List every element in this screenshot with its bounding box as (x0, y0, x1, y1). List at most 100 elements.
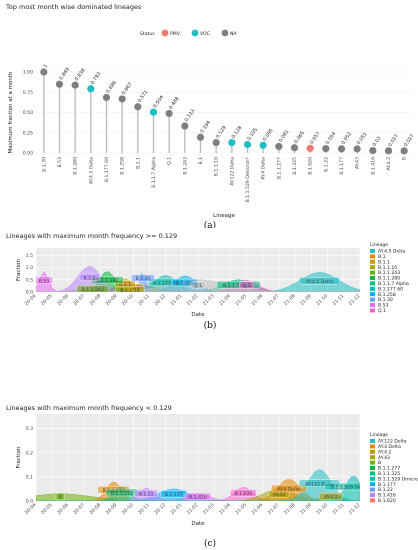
lollipop-dot (353, 145, 361, 153)
lollipop-point: 0.793 AY.4.5 Delta (87, 71, 102, 184)
svg-text:B.1.258: B.1.258 (176, 281, 194, 287)
svg-text:AY.43: AY.43 (273, 492, 285, 498)
svg-text:B.1.1: B.1.1 (83, 275, 95, 281)
legend-label: PMV (170, 31, 181, 37)
lollipop-point: 0.027 AY.4.2 (384, 133, 400, 170)
lollipop-chart: Top most month wise dominated lineages St… (5, 3, 416, 228)
value-label: 1 (43, 63, 50, 69)
caption: (a) (204, 220, 216, 228)
series-tag: AY.4.5 Delta (298, 277, 341, 285)
x-tick-label: B (402, 157, 408, 160)
value-label: 0.849 (58, 67, 71, 82)
series-tag: B.1.620 (230, 489, 257, 497)
value-label: 0.129 (215, 125, 228, 140)
x-tick-label: 21-11 (332, 502, 346, 516)
legend-label: AY.4.2 (378, 449, 392, 455)
legend-label: B.1.1.280 (378, 276, 400, 282)
lollipop-point: 0.054 B.1.22 (322, 131, 337, 172)
legend-label: B.1.177 (378, 482, 396, 488)
x-tick-label: 21-03 (202, 502, 216, 516)
x-tick-label: 20-09 (105, 502, 119, 516)
lollipop-dot (149, 108, 158, 116)
caption: (c) (204, 538, 216, 549)
svg-text:AY.4.2: AY.4.2 (324, 495, 338, 501)
legend-swatch (370, 297, 375, 302)
series-area (36, 493, 360, 501)
value-label: 0.027 (387, 133, 400, 148)
legend-label: B.1.1.243 (378, 270, 400, 276)
x-tick-label: 20-12 (153, 502, 167, 516)
lollipop-dot (196, 133, 205, 141)
svg-text:B: B (59, 495, 62, 501)
lollipop-dot (384, 147, 393, 155)
y-tick-label: 0.0 (26, 290, 33, 296)
chart-title: Lineages with maximum month frequency >=… (6, 232, 177, 240)
x-tick-label: 21-11 (332, 293, 346, 307)
svg-text:B.1.416: B.1.416 (189, 495, 207, 501)
x-tick-label: B.1.325 (292, 157, 298, 175)
series-tag: AY.4 Delta (271, 484, 307, 493)
lollipop-dot (306, 144, 314, 152)
chart-title: Lineages with maximum month frequency < … (6, 404, 172, 412)
series-tag: Q.1 (239, 281, 255, 289)
y-tick-label: 0.2 (26, 450, 33, 456)
x-tick-label: B.1.620 (308, 157, 314, 175)
svg-text:Q.1: Q.1 (194, 283, 202, 289)
legend-swatch (370, 286, 375, 291)
x-tick-label: AY.122 Delta (229, 157, 235, 186)
lollipop-dot (165, 109, 173, 118)
lollipop-point: 0.051 AY.43 (353, 131, 369, 169)
legend-label: B.1.30 (378, 297, 393, 303)
y-axis-label: Fraction (16, 259, 22, 281)
x-tick-label: B.1.258 (120, 157, 126, 175)
x-tick-label: 21-05 (234, 502, 248, 516)
x-tick-label: 20-11 (137, 293, 151, 307)
legend-label: AY.43 (378, 455, 390, 461)
x-tick-label: 20-06 (56, 502, 70, 516)
x-tick-label: 20-10 (121, 502, 135, 516)
lollipop-point: 0.128 AY.122 Delta (228, 125, 243, 186)
lollipop-dot (181, 122, 189, 130)
x-tick-label: 21-07 (267, 293, 281, 307)
legend-label: B.1.22 (378, 487, 393, 493)
lollipop-point: 0.03 B.1.416 (369, 136, 383, 175)
legend-swatch (370, 455, 375, 460)
x-tick-label: 21-08 (283, 293, 297, 307)
x-tick-label: 20-08 (89, 502, 103, 516)
value-label: 0.571 (137, 89, 150, 104)
lollipop-dot (55, 80, 64, 88)
lollipop-dot (400, 147, 408, 155)
y-tick-label: 0.00 (23, 151, 33, 157)
legend-swatch (370, 308, 375, 313)
x-tick-label: 21-03 (202, 293, 216, 307)
svg-text:B.1.1.7 Alpha: B.1.1.7 Alpha (223, 283, 254, 289)
y-tick-label: 0.1 (26, 474, 33, 480)
lollipop-point: 0.065 B.1.325 (290, 130, 306, 175)
x-tick-label: AY.4 Delta (261, 157, 267, 180)
legend-swatch (370, 471, 375, 476)
legend: Status PMV VOC NA (140, 29, 237, 37)
x-tick-label: 20-05 (40, 293, 54, 307)
y-tick-label: 0.0 (26, 499, 33, 505)
legend-swatch (370, 493, 375, 497)
x-tick-label: 20-11 (137, 502, 151, 516)
legend-title: Status (140, 31, 155, 37)
lollipop-dot (337, 145, 346, 153)
x-tick-label: 21-05 (234, 293, 248, 307)
y-tick-label: 0.3 (26, 426, 33, 432)
legend-swatch (191, 29, 199, 37)
legend-label: Q.1 (378, 308, 386, 314)
x-tick-label: 21-09 (299, 293, 313, 307)
lollipop-point: 0.333 B.1.243 (181, 108, 196, 175)
x-axis-label: Lineage (213, 213, 235, 219)
lollipop-dot (369, 146, 377, 155)
lollipop-dot (71, 81, 79, 89)
x-tick-label: 21-06 (251, 293, 265, 307)
y-tick-label: 1.00 (23, 70, 33, 76)
lollipop-point: 0.504 B.1.1.7 Alpha (149, 95, 165, 188)
legend-swatch (370, 292, 375, 297)
lollipop-point: 0.105 B.1.1.529 Omicron* (243, 127, 259, 202)
legend-label: B.53 (378, 303, 389, 309)
legend-swatch (370, 466, 375, 470)
